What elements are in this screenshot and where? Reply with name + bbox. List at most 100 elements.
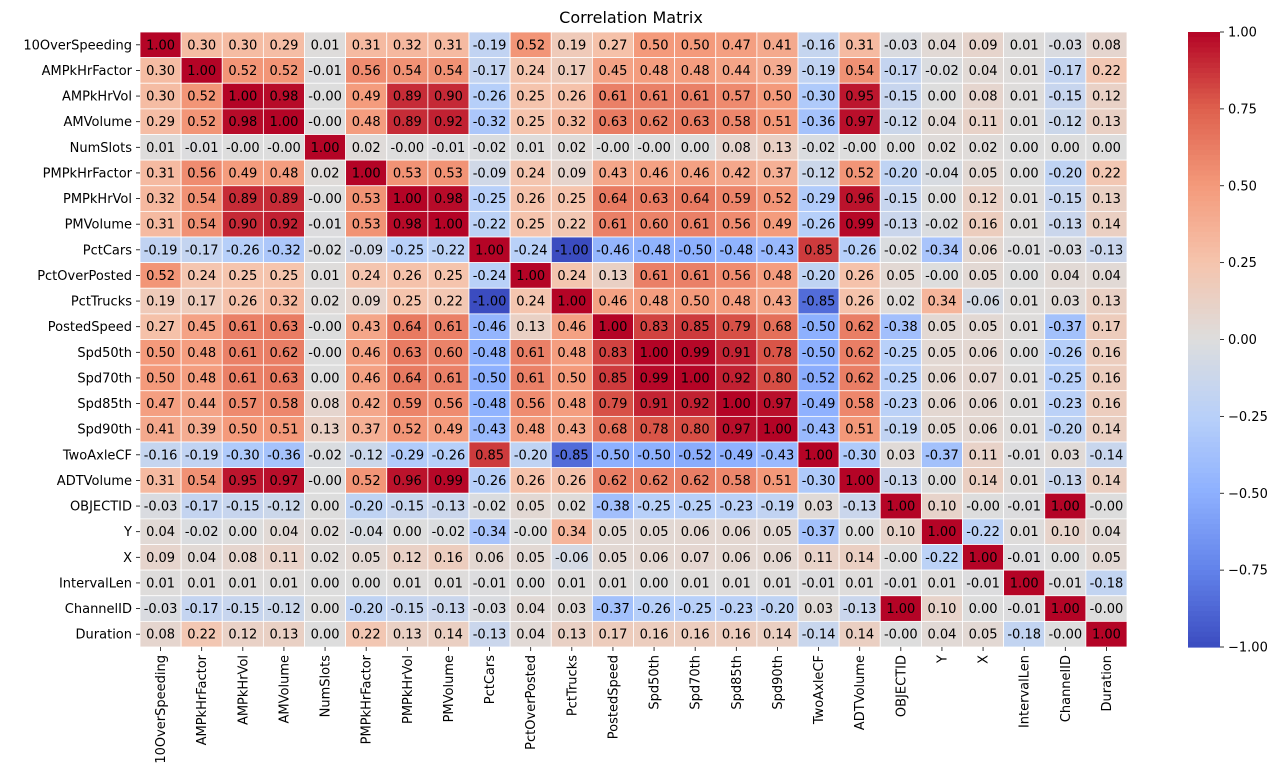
cell-value-label: 0.05 [763,525,792,540]
cell-value-label: 0.01 [927,576,956,591]
cell-value-label: 0.26 [228,295,257,310]
cell-value-label: -0.37 [802,525,836,540]
cell-value-label: 0.50 [146,371,175,386]
colorbar-segment [1188,386,1220,392]
cell-value-label: 0.05 [516,551,545,566]
cell-value-label: 0.14 [1092,423,1121,438]
cell-value-label: 0.11 [969,115,998,130]
colorbar-segment [1188,432,1220,438]
cell-value-label: -0.22 [432,243,466,258]
x-tick-label: PostedSpeed [606,655,621,739]
cell-value-label: 0.06 [475,551,504,566]
cell-value-label: 0.12 [393,551,422,566]
cell-value-label: -0.43 [802,423,836,438]
colorbar-segment [1188,555,1220,561]
cell-value-label: -0.17 [1048,64,1082,79]
cell-value-label: 0.19 [557,38,586,53]
colorbar-segment [1188,150,1220,156]
y-tick-label: Spd50th [77,346,132,361]
cell-value-label: 0.06 [640,551,669,566]
colorbar-tick-label: 0.50 [1228,179,1257,194]
cell-value-label: 0.05 [969,269,998,284]
cell-value-label: 0.13 [1092,115,1121,130]
y-tick-label: Spd85th [77,397,132,412]
x-tick-label: PMPkHrVol [401,655,416,724]
cell-value-label: 0.03 [886,448,915,463]
colorbar-segment [1188,63,1220,69]
colorbar-segment [1188,273,1220,279]
x-tick-label: Duration [1100,655,1115,711]
colorbar-segment [1188,288,1220,294]
cell-value-label: -0.24 [473,269,507,284]
cell-value-label: 0.00 [311,576,340,591]
colorbar-segment [1188,104,1220,110]
x-tick-label: Spd85th [730,655,745,710]
cell-value-label: -0.00 [1090,500,1124,515]
cell-value-label: -0.48 [637,243,671,258]
y-tick-label: PMVolume [65,218,132,233]
cell-value-label: 0.16 [969,218,998,233]
colorbar-segment [1188,565,1220,571]
cell-value-label: 0.30 [187,38,216,53]
cell-value-label: 1.00 [598,320,627,335]
colorbar-segment [1188,68,1220,74]
cell-value-label: -0.09 [473,166,507,181]
cell-value-label: 0.22 [434,295,463,310]
cell-value-label: 0.04 [1092,525,1121,540]
cell-value-label: 0.64 [393,320,422,335]
x-tick-label: ChannelID [1059,655,1074,722]
cell-value-label: 0.16 [722,628,751,643]
colorbar: 1.000.750.500.250.00−0.25−0.50−0.75−1.00 [1188,26,1268,656]
colorbar-segment [1188,452,1220,458]
cell-value-label: 0.27 [146,320,175,335]
cell-value-label: 0.61 [598,90,627,105]
cell-value-label: 0.61 [516,371,545,386]
colorbar-segment [1188,334,1220,340]
y-tick-label: Spd70th [77,371,132,386]
cell-value-label: 0.78 [640,423,669,438]
cell-value-label: 0.92 [722,371,751,386]
cell-value-label: 0.06 [969,397,998,412]
cell-value-label: 0.05 [969,628,998,643]
cell-value-label: 0.01 [434,576,463,591]
cell-value-label: -0.15 [390,500,424,515]
colorbar-segment [1188,293,1220,299]
colorbar-segment [1188,468,1220,474]
cell-value-label: -0.02 [925,218,959,233]
colorbar-segment [1188,642,1220,648]
colorbar-segment [1188,365,1220,371]
cell-value-label: 0.14 [845,551,874,566]
cell-value-label: -0.13 [1048,218,1082,233]
cell-value-label: 0.89 [228,192,257,207]
cell-value-label: 0.51 [763,474,792,489]
cell-value-label: 0.95 [228,474,257,489]
cell-value-label: 0.26 [845,269,874,284]
cell-value-label: -0.03 [1048,38,1082,53]
cell-value-label: 0.39 [763,64,792,79]
cell-value-label: 0.01 [1010,525,1039,540]
cell-value-label: -0.13 [1090,243,1124,258]
cell-value-label: 0.01 [763,576,792,591]
cell-value-label: -0.52 [678,448,712,463]
colorbar-segment [1188,596,1220,602]
cell-value-label: 0.17 [557,64,586,79]
cell-value-label: 0.50 [763,90,792,105]
cell-value-label: -0.00 [308,115,342,130]
cell-value-label: 0.54 [187,192,216,207]
cell-value-label: 0.16 [681,628,710,643]
cell-value-label: 0.04 [516,602,545,617]
cell-value-label: -0.20 [514,448,548,463]
cell-value-label: 0.52 [763,192,792,207]
cell-value-label: 0.61 [228,371,257,386]
cell-value-label: 0.48 [722,295,751,310]
cell-value-label: -0.49 [719,448,753,463]
cell-value-label: -0.24 [514,243,548,258]
cell-value-label: -0.19 [884,423,918,438]
cell-value-label: 0.61 [434,320,463,335]
cell-value-label: 0.02 [557,500,586,515]
cell-value-label: 0.05 [886,269,915,284]
y-tick-label: PctCars [83,243,132,258]
cell-value-label: -0.19 [802,64,836,79]
cell-value-label: 0.26 [516,192,545,207]
cell-value-label: 0.42 [352,397,381,412]
